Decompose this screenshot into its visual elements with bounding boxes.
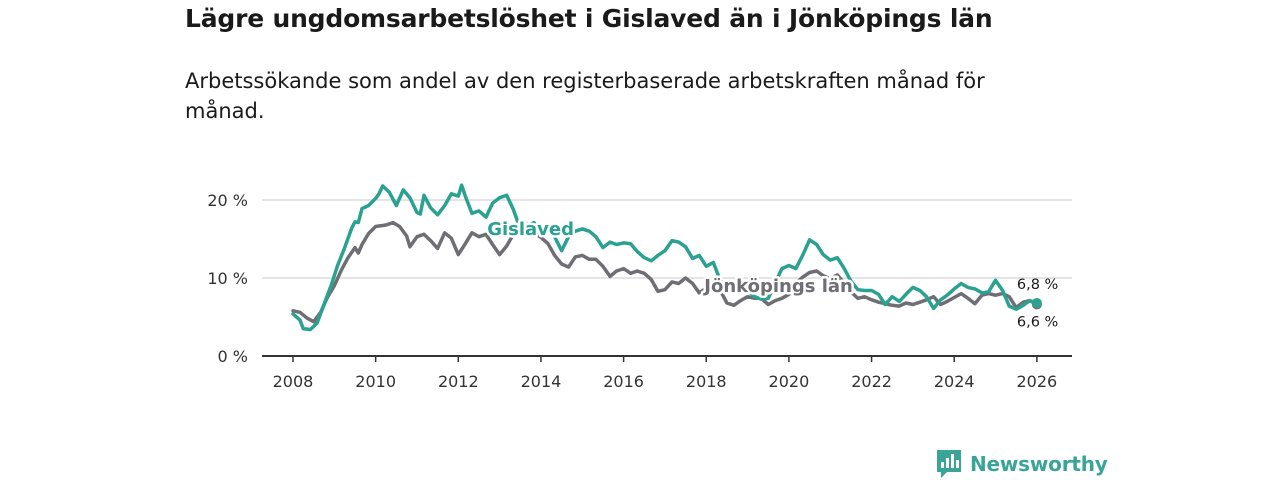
chart-subtitle: Arbetssökande som andel av den registerb… [185,69,985,123]
x-tick-label: 2020 [769,372,810,391]
y-tick-label: 10 % [207,269,248,288]
x-tick-label: 2016 [603,372,644,391]
end-value-labels: 6,6 % 6,8 % [1017,277,1058,331]
x-tick-label: 2026 [1017,372,1058,391]
x-tick-label: 2008 [273,372,314,391]
chart-title: Lägre ungdomsarbetslöshet i Gislaved än … [185,4,993,33]
line-annotations: Gislaved Jönköpings län [485,216,856,299]
series-line-j-nk-pings-l-n [291,220,1039,324]
end-point-marker [1031,297,1042,308]
y-tick-label: 20 % [207,191,248,210]
series-annotation: Gislaved [487,219,574,240]
y-tick-label: 0 % [218,347,248,366]
brand-name: Newsworthy [970,452,1108,476]
newsworthy-bar-chart-icon [937,450,961,478]
y-axis-ticks: 0 % 10 % 20 % [207,191,248,366]
x-tick-label: 2010 [355,372,396,391]
series-lines [291,183,1039,332]
brand-logo[interactable]: Newsworthy [936,449,1108,479]
x-tick-label: 2024 [934,372,975,391]
x-tick-label: 2022 [851,372,892,391]
end-value-label: 6,8 % [1017,277,1058,293]
x-tick-label: 2012 [438,372,479,391]
series-annotation: Jönköpings län [702,276,853,297]
x-axis-ticks: 2008 2010 2012 2014 2016 2018 2020 2022 2024 2026 [273,356,1058,391]
series-line-gislaved [291,183,1039,332]
x-tick-label: 2014 [521,372,562,391]
x-tick-label: 2018 [686,372,727,391]
gridlines [262,199,1072,357]
line-chart: 0 % 10 % 20 % 2008 2010 2012 2014 2016 2018 2020… [207,183,1072,391]
end-value-label: 6,6 % [1017,315,1058,331]
